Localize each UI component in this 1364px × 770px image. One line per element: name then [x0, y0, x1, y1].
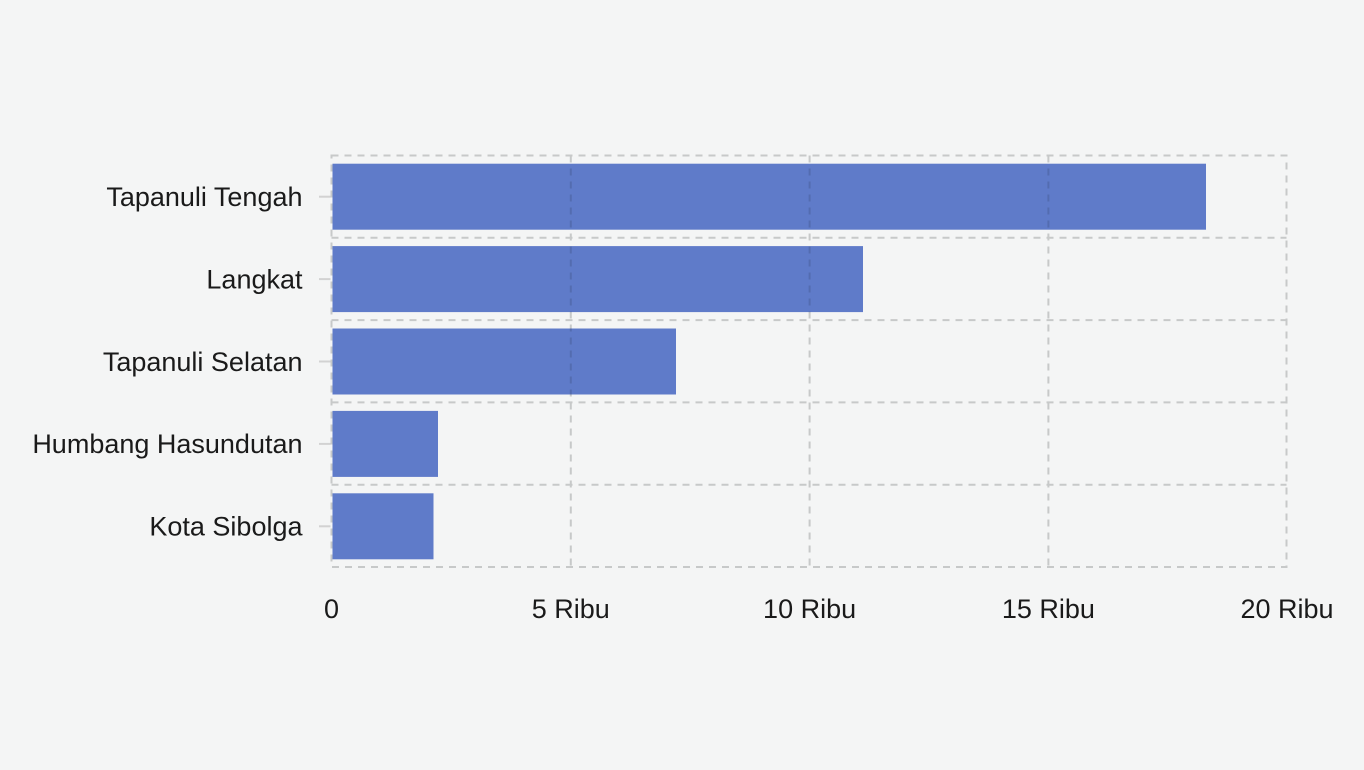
svg-text:Langkat: Langkat: [206, 264, 303, 294]
svg-text:10 Ribu: 10 Ribu: [763, 594, 856, 624]
svg-text:15 Ribu: 15 Ribu: [1002, 594, 1095, 624]
svg-text:5 Ribu: 5 Ribu: [532, 594, 610, 624]
svg-text:Kota Sibolga: Kota Sibolga: [149, 512, 303, 542]
svg-text:20 Ribu: 20 Ribu: [1240, 594, 1333, 624]
svg-text:Tapanuli Tengah: Tapanuli Tengah: [106, 182, 302, 212]
svg-text:Humbang Hasundutan: Humbang Hasundutan: [32, 429, 302, 459]
svg-text:0: 0: [324, 594, 339, 624]
svg-text:Tapanuli Selatan: Tapanuli Selatan: [103, 347, 303, 377]
